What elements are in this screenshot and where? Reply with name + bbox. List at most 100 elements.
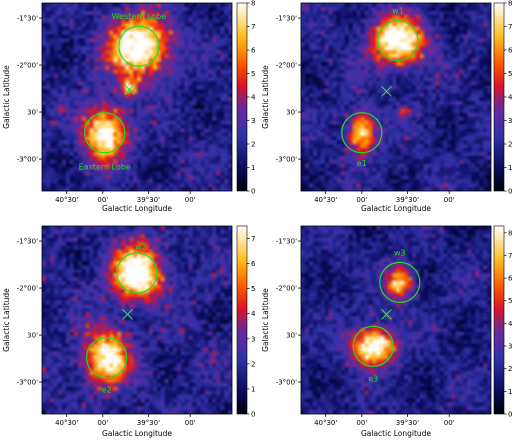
y-tick-label: -1°30' (17, 238, 38, 246)
colorbar-tick-label: 0 (251, 411, 255, 419)
x-axis-label: Galactic Longitude (102, 429, 172, 438)
x-tick-label: 39°30' (396, 196, 419, 204)
x-axis-label: Galactic Longitude (361, 204, 431, 213)
colorbar-tick-label: 5 (251, 285, 255, 293)
colorbar-tick-label: 0 (251, 188, 255, 196)
y-axis-label: Galactic Latitude (2, 65, 11, 129)
y-tick-label: 30' (27, 109, 38, 117)
colorbar-tick-label: 7 (251, 23, 255, 31)
colorbar-tick-label: 8 (508, 229, 512, 237)
region-label: w3 (394, 248, 406, 257)
colorbar-tick-label: 4 (508, 320, 513, 328)
plot-frame (300, 225, 492, 415)
y-tick-label: -2°00' (276, 285, 297, 293)
x-axis-label: Galactic Longitude (102, 204, 172, 213)
colorbar (493, 2, 505, 192)
region-label: Eastern Lobe (79, 163, 131, 172)
region-label: e1 (357, 159, 367, 168)
x-tick-label: 00' (185, 196, 196, 204)
colorbar (236, 225, 248, 415)
colorbar-tick-label: 1 (251, 385, 255, 393)
x-tick-label: 00' (356, 419, 367, 427)
colorbar-tick-label: 1 (251, 164, 255, 172)
y-tick-label: -1°30' (276, 238, 297, 246)
y-tick-label: -3°00' (276, 156, 297, 164)
colorbar-tick-label: 2 (251, 141, 255, 149)
plot-frame (41, 2, 233, 192)
colorbar-tick-label: 8 (508, 0, 512, 8)
region-circle-e3 (352, 325, 394, 367)
y-tick-label: -3°00' (276, 379, 297, 387)
region-label: e2 (102, 386, 112, 395)
x-tick-label: 40°30' (314, 196, 337, 204)
region-label: w1 (392, 7, 404, 16)
x-tick-label: 39°30' (137, 196, 160, 204)
colorbar (236, 2, 248, 192)
region-label: e3 (368, 374, 378, 383)
y-tick-label: 30' (27, 332, 38, 340)
x-tick-label: 00' (444, 419, 455, 427)
region-circle-e1 (341, 112, 383, 154)
region-circle-w1 (377, 19, 419, 62)
y-axis-label: Galactic Latitude (261, 288, 270, 352)
colorbar-tick-label: 3 (251, 117, 255, 125)
region-label: Western Lobe (112, 12, 167, 21)
x-tick-label: 39°30' (137, 419, 160, 427)
panel-bottom-right: w3 e3 40°30' 00' 39°30' 00' Galactic Longitude… (261, 225, 513, 438)
center-cross-marker (122, 308, 133, 320)
panel-bottom-left: w2 e2 40°30' 00' 39°30' 00' Galactic Longitude… (2, 225, 256, 438)
x-tick-label: 40°30' (55, 196, 78, 204)
y-tick-label: -3°00' (17, 156, 38, 164)
colorbar-tick-label: 5 (251, 70, 255, 78)
panel-top-left: Western Lobe Eastern Lobe 40°30' 00' 39°30' 0… (2, 0, 256, 213)
y-tick-label: 30' (286, 332, 297, 340)
center-cross-marker (381, 308, 392, 320)
y-axis-label: Galactic Latitude (2, 288, 11, 352)
colorbar-tick-label: 5 (508, 297, 512, 305)
y-tick-label: 30' (286, 109, 297, 117)
colorbar-tick-label: 1 (508, 388, 512, 396)
colorbar-tick-label: 4 (251, 310, 256, 318)
region-circle-w2 (116, 252, 158, 294)
colorbar-tick-label: 0 (508, 411, 512, 419)
colorbar-tick-label: 3 (508, 343, 512, 351)
colorbar-tick-label: 6 (508, 275, 513, 283)
colorbar-tick-label: 2 (508, 365, 512, 373)
heatmap-image (42, 226, 232, 414)
colorbar (493, 225, 505, 415)
region-circle-eastern-lobe (84, 112, 126, 154)
colorbar-tick-label: 4 (508, 94, 513, 102)
x-tick-label: 00' (97, 419, 108, 427)
colorbar-tick-label: 8 (251, 0, 255, 8)
x-axis-label: Galactic Longitude (361, 429, 431, 438)
y-tick-label: -1°30' (17, 15, 38, 23)
colorbar-tick-label: 4 (251, 94, 256, 102)
y-axis-label: Galactic Latitude (261, 65, 270, 129)
x-tick-label: 00' (185, 419, 196, 427)
colorbar-tick-label: 6 (251, 260, 256, 268)
y-tick-label: -1°30' (276, 15, 297, 23)
colorbar-tick-label: 2 (251, 360, 255, 368)
x-tick-label: 39°30' (396, 419, 419, 427)
colorbar-tick-label: 1 (508, 164, 512, 172)
heatmap-image (42, 3, 232, 191)
colorbar-tick-label: 5 (508, 70, 512, 78)
colorbar-tick-label: 0 (508, 188, 512, 196)
x-tick-label: 00' (356, 196, 367, 204)
plot-frame (300, 2, 492, 192)
x-tick-label: 00' (97, 196, 108, 204)
x-tick-label: 40°30' (55, 419, 78, 427)
plot-frame (41, 225, 233, 415)
heatmap-image (301, 3, 491, 191)
region-circle-western-lobe (118, 25, 160, 67)
center-cross-marker (381, 85, 392, 97)
center-cross-marker (124, 84, 135, 95)
y-tick-label: -3°00' (17, 379, 38, 387)
colorbar-tick-label: 2 (508, 141, 512, 149)
y-tick-label: -2°00' (276, 62, 297, 70)
x-tick-label: 00' (444, 196, 455, 204)
colorbar-tick-label: 7 (508, 252, 512, 260)
colorbar-tick-label: 6 (508, 47, 513, 55)
